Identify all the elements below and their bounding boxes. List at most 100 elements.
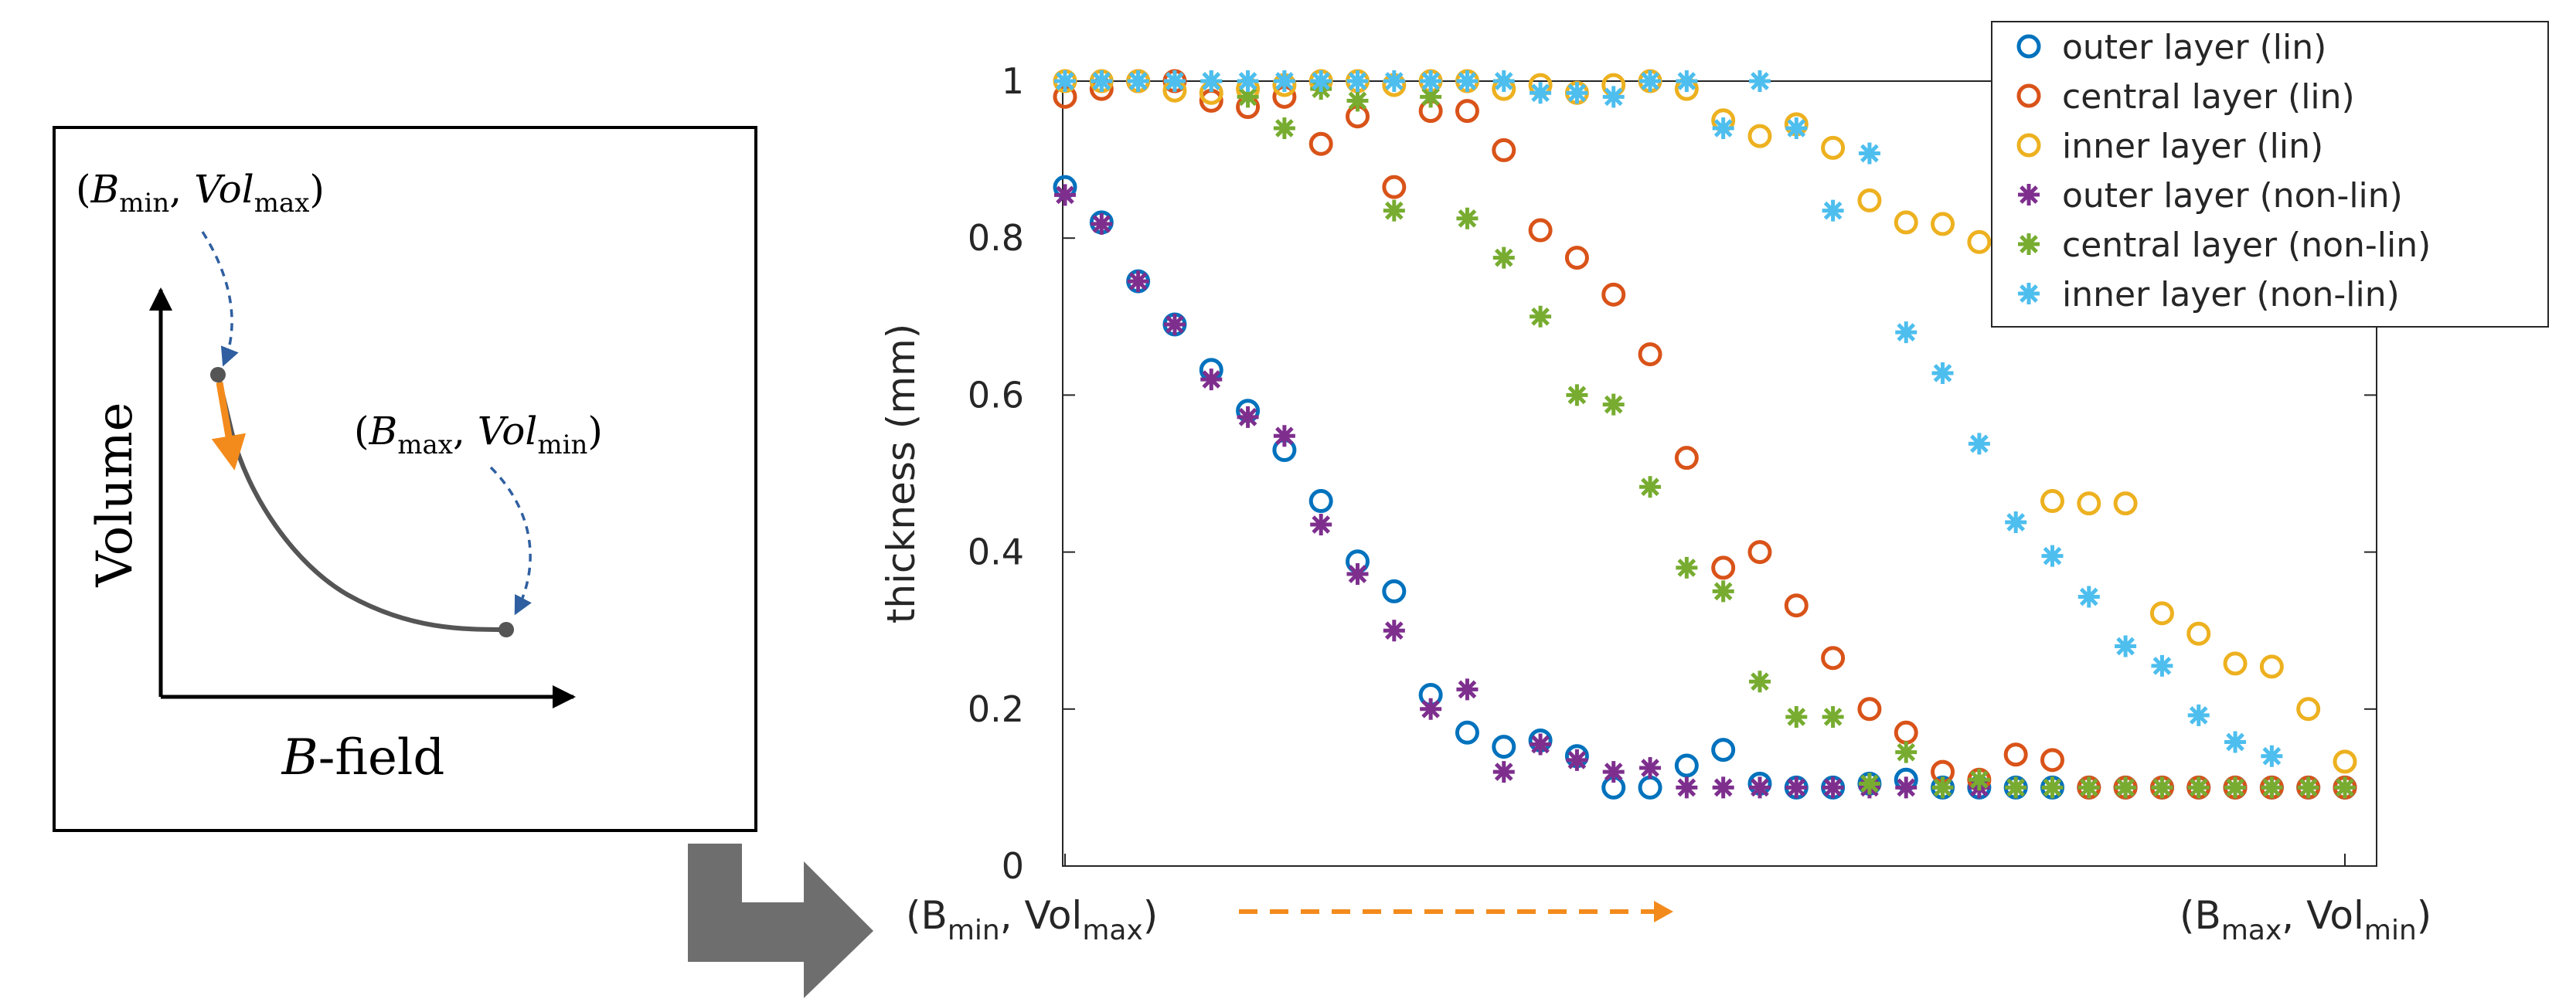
data-point [1127, 270, 1149, 293]
data-point [1273, 117, 1295, 139]
legend-marker [2016, 34, 2041, 59]
data-point [1894, 210, 1918, 235]
data-point [1894, 720, 1918, 745]
data-point [2187, 704, 2210, 726]
data-point [1200, 70, 1223, 92]
data-point [1711, 555, 1736, 580]
data-point [1931, 776, 1954, 799]
data-point [2003, 742, 2028, 767]
data-point [1638, 342, 1662, 367]
data-point [1821, 135, 1846, 160]
data-point [1492, 246, 1515, 269]
data-point [1566, 749, 1588, 771]
data-point [2151, 654, 2173, 677]
series-inner-layer-non-lin- [1054, 70, 2283, 767]
legend-marker [2018, 184, 2040, 205]
data-point [1968, 769, 1990, 791]
data-point [1528, 218, 1553, 243]
data-point [1968, 433, 1990, 455]
data-point [1602, 393, 1625, 416]
data-point [1639, 70, 1662, 92]
data-point [1858, 142, 1880, 165]
data-point [1822, 199, 1844, 222]
data-point [2151, 776, 2173, 799]
data-point [2224, 731, 2247, 753]
data-point [1308, 131, 1333, 156]
legend-label: inner layer (lin) [2062, 127, 2323, 166]
data-point [1748, 671, 1771, 693]
x-left-label: (Bmin, Volmax) [906, 893, 1158, 946]
data-point [1747, 124, 1772, 148]
data-point [1566, 384, 1588, 406]
y-tick-label: 0.6 [968, 374, 1024, 416]
data-point [1346, 563, 1369, 586]
data-point [1054, 184, 1076, 206]
data-point [1237, 86, 1259, 108]
data-point [1674, 753, 1699, 778]
inset-frame [53, 126, 757, 832]
data-point [2149, 601, 2174, 626]
data-point [2041, 545, 2064, 567]
data-point [2186, 621, 2211, 646]
y-axis-label: thickness (mm) [879, 324, 924, 624]
data-point [1857, 188, 1882, 212]
data-point [1785, 705, 1808, 728]
data-point [1676, 70, 1698, 92]
data-point [1931, 212, 1955, 236]
data-point [1747, 540, 1772, 565]
data-point [2296, 697, 2321, 722]
y-tick-label: 1 [1002, 60, 1024, 102]
inset-end-pointer [489, 466, 532, 616]
data-point [1456, 678, 1479, 701]
data-point [1456, 207, 1479, 229]
data-point [1895, 776, 1918, 799]
data-point [1530, 82, 1552, 104]
data-point [1895, 741, 1918, 763]
data-point [1639, 757, 1662, 779]
data-point [1455, 720, 1479, 745]
data-point [1601, 282, 1626, 307]
data-point [1127, 70, 1149, 92]
inset-x-label-var: B [281, 729, 318, 786]
x-right-label: (Bmax, Volmin) [2180, 893, 2431, 946]
data-point [1492, 761, 1515, 783]
legend-label: central layer (lin) [2062, 77, 2355, 117]
inset-start-point [210, 367, 226, 382]
data-point [2040, 489, 2064, 514]
data-point [2113, 491, 2138, 516]
data-point [1711, 738, 1736, 763]
data-points [1053, 69, 2357, 800]
legend-label: outer layer (lin) [2062, 28, 2326, 67]
data-point [1308, 489, 1333, 514]
data-point [1382, 175, 1407, 199]
data-point [1748, 70, 1771, 92]
legend-marker [2018, 233, 2040, 255]
data-point [2223, 651, 2248, 676]
inset-x-label-rest: -field [318, 729, 445, 786]
data-point [1712, 776, 1734, 799]
inset-end-label: (Bmax, Volmin) [354, 409, 603, 460]
data-point [1638, 775, 1662, 800]
data-point [1346, 90, 1369, 112]
data-point [2005, 776, 2027, 799]
data-point [1492, 138, 1516, 162]
data-point [1492, 735, 1516, 759]
data-point [2115, 635, 2137, 657]
data-point [1821, 646, 1846, 671]
data-point [1784, 593, 1809, 618]
data-point [1895, 321, 1918, 344]
data-point [1712, 580, 1734, 603]
connector-arrow [688, 844, 873, 998]
data-point [1566, 82, 1588, 104]
data-point [2297, 776, 2319, 799]
inset-orange-arrow [211, 382, 247, 470]
inset-y-label: Volume [87, 402, 144, 587]
data-point [1456, 70, 1479, 92]
data-point [2005, 511, 2027, 533]
data-point [1822, 776, 1844, 799]
data-point [1382, 579, 1407, 603]
legend-marker [2016, 133, 2041, 158]
data-point [1383, 199, 1405, 222]
data-point [1785, 776, 1808, 799]
